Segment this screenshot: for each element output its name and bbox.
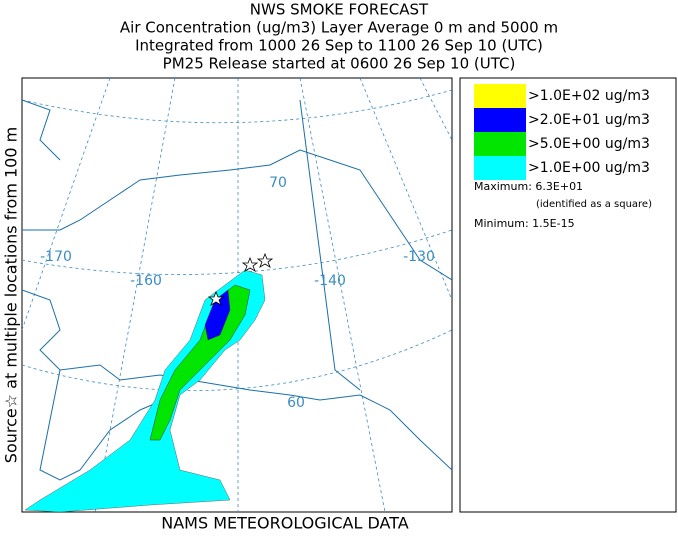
graticule	[94, 78, 176, 512]
maximum-note: (identified as a square)	[536, 199, 652, 210]
graticule	[22, 89, 452, 124]
graticule-label: -160	[130, 273, 162, 289]
map-content	[22, 78, 452, 512]
graticule	[359, 78, 452, 301]
map: -170 -160 -140 -130 70 60	[21, 77, 453, 513]
legend-label: >2.0E+01 ug/m3	[528, 112, 650, 128]
legend-label: >5.0E+00 ug/m3	[528, 136, 650, 152]
subtitle: PM25 Release started at 0600 26 Sep 10 (…	[163, 55, 516, 73]
coastline	[22, 149, 452, 281]
title: NWS SMOKE FORECAST	[250, 1, 429, 19]
legend-label: >1.0E+00 ug/m3	[528, 160, 650, 176]
coastline	[22, 99, 61, 161]
graticule-labels: -170 -160 -140 -130 70 60	[40, 175, 435, 411]
graticule-label: -140	[314, 273, 346, 289]
side-label: Source☆ at multiple locations from 100 m	[2, 127, 21, 463]
subtitle: Integrated from 1000 26 Sep to 1100 26 S…	[135, 37, 543, 55]
graticule-label: -130	[403, 249, 435, 265]
legend-label: >1.0E+02 ug/m3	[528, 88, 650, 104]
source-markers	[207, 252, 274, 306]
graticule-label: 60	[287, 395, 305, 411]
minimum: Minimum: 1.5E-15	[474, 217, 575, 230]
footer: NAMS METEOROLOGICAL DATA	[161, 514, 409, 533]
graticule	[22, 329, 452, 391]
graticule	[22, 229, 452, 275]
graticule-label: 70	[269, 175, 287, 191]
legend-swatch	[474, 132, 526, 156]
graticule	[22, 78, 111, 331]
legend-swatch	[474, 156, 526, 180]
legend-swatch	[474, 108, 526, 132]
border	[299, 99, 361, 391]
legend: >1.0E+02 ug/m3 >2.0E+01 ug/m3 >5.0E+00 ug/…	[474, 84, 652, 230]
graticule-label: -170	[40, 249, 72, 265]
subtitle: Air Concentration (ug/m3) Layer Average …	[120, 19, 558, 37]
maximum: Maximum: 6.3E+01	[474, 180, 583, 193]
legend-swatch	[474, 84, 526, 108]
plume-mid	[149, 284, 251, 441]
graticule	[299, 78, 386, 512]
coastline	[39, 369, 176, 481]
